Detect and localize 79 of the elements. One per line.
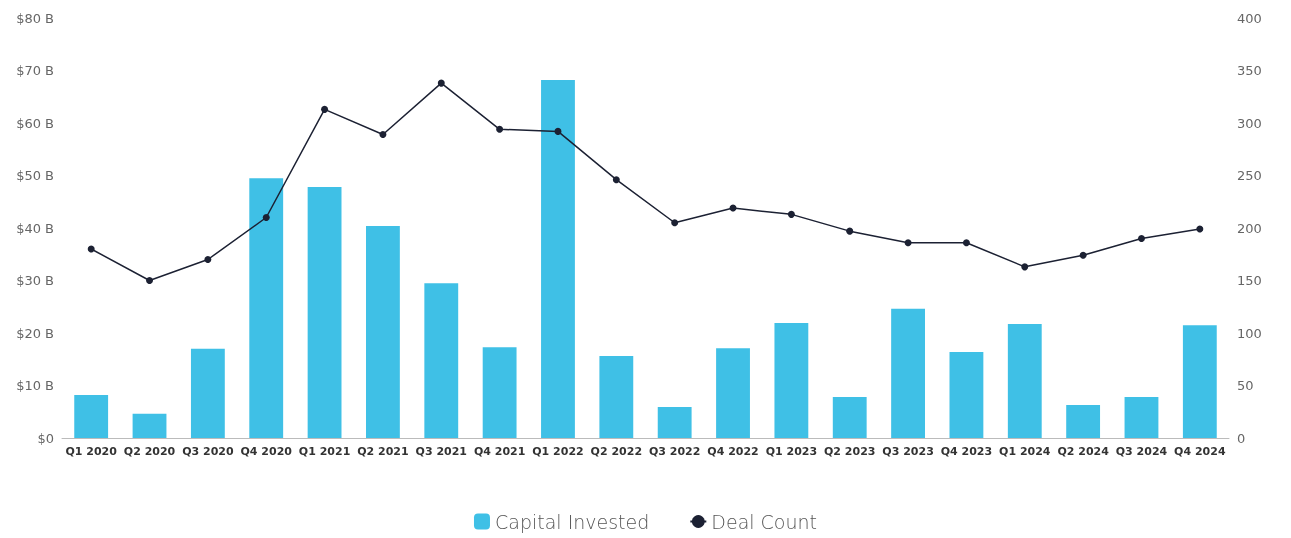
point [262, 214, 270, 221]
x-tick-label: Q3 2020 [182, 445, 234, 458]
y-tick-label: $80 B [16, 10, 54, 26]
y-tick-label: $70 B [16, 63, 54, 78]
point [87, 245, 95, 253]
bar [1124, 397, 1159, 438]
bar [832, 397, 867, 438]
y2-tick-label: 300 [1237, 115, 1262, 131]
point [204, 256, 212, 263]
bar [716, 348, 750, 438]
bar [949, 351, 984, 438]
y2-tick-label: 100 [1237, 325, 1262, 341]
point [496, 125, 504, 133]
y-tick-label: $60 B [16, 115, 54, 131]
point [671, 219, 679, 227]
bar [366, 225, 400, 438]
bar [891, 308, 925, 438]
y2-tick-label: 350 [1237, 63, 1262, 78]
legend-label: Deal Count [711, 510, 818, 533]
x-tick-label: Q1 2022 [532, 445, 584, 458]
point [787, 210, 795, 218]
bar [657, 407, 692, 438]
bar [541, 79, 575, 438]
y-tick-label: $0 [37, 430, 54, 446]
y-tick-label: $20 B [16, 325, 54, 341]
x-tick-label: Q3 2022 [648, 445, 701, 458]
x-tick-label: Q4 2022 [707, 445, 759, 458]
x-tick-label: Q3 2024 [1115, 445, 1168, 458]
point [612, 176, 620, 184]
x-tick-label: Q2 2024 [1057, 445, 1110, 458]
bar [774, 323, 809, 438]
x-tick-label: Q2 2022 [590, 445, 643, 458]
point [846, 227, 854, 235]
bar [424, 283, 459, 438]
point [146, 277, 154, 284]
point [1137, 235, 1145, 242]
y2-tick-label: 50 [1237, 378, 1254, 393]
bar [1182, 325, 1217, 438]
x-tick-label: Q2 2020 [123, 445, 176, 458]
point [962, 239, 970, 247]
point [904, 239, 912, 247]
y-tick-label: $30 B [16, 273, 54, 288]
point [1196, 225, 1204, 233]
y2-tick-label: 150 [1237, 273, 1262, 288]
bar [482, 347, 517, 438]
bar [74, 394, 109, 438]
x-tick-label: Q4 2021 [473, 445, 526, 458]
y-tick-label: $50 B [16, 168, 54, 183]
bar [307, 187, 342, 438]
y2-tick-label: 200 [1237, 220, 1262, 236]
y2-tick-label: 400 [1237, 10, 1262, 26]
x-tick-label: Q2 2021 [357, 445, 409, 458]
x-tick-label: Q4 2024 [1174, 445, 1226, 458]
y-tick-label: $10 B [16, 378, 54, 393]
bar [249, 178, 284, 438]
x-tick-label: Q1 2024 [999, 445, 1051, 458]
x-tick-label: Q2 2023 [824, 445, 876, 458]
point [437, 79, 445, 87]
point [321, 105, 329, 113]
bar [190, 348, 225, 438]
y-tick-label: $40 B [16, 220, 54, 236]
x-tick-label: Q3 2023 [882, 445, 934, 458]
x-tick-label: Q1 2021 [298, 445, 351, 458]
x-tick-label: Q4 2020 [240, 445, 293, 458]
bar [1066, 404, 1101, 438]
bar [599, 356, 634, 438]
bar [132, 413, 167, 438]
point [1079, 251, 1087, 259]
y2-tick-label: 250 [1237, 168, 1262, 183]
y2-tick-label: 0 [1237, 430, 1246, 446]
point [379, 131, 387, 139]
x-tick-label: Q3 2021 [415, 445, 467, 458]
x-tick-label: Q1 2020 [65, 445, 118, 458]
legend-label: Capital Invested [494, 510, 650, 533]
bar [1007, 324, 1042, 438]
point [554, 127, 562, 135]
x-tick-label: Q4 2023 [940, 445, 993, 458]
point [1021, 263, 1029, 271]
x-tick-label: Q1 2023 [765, 445, 818, 458]
